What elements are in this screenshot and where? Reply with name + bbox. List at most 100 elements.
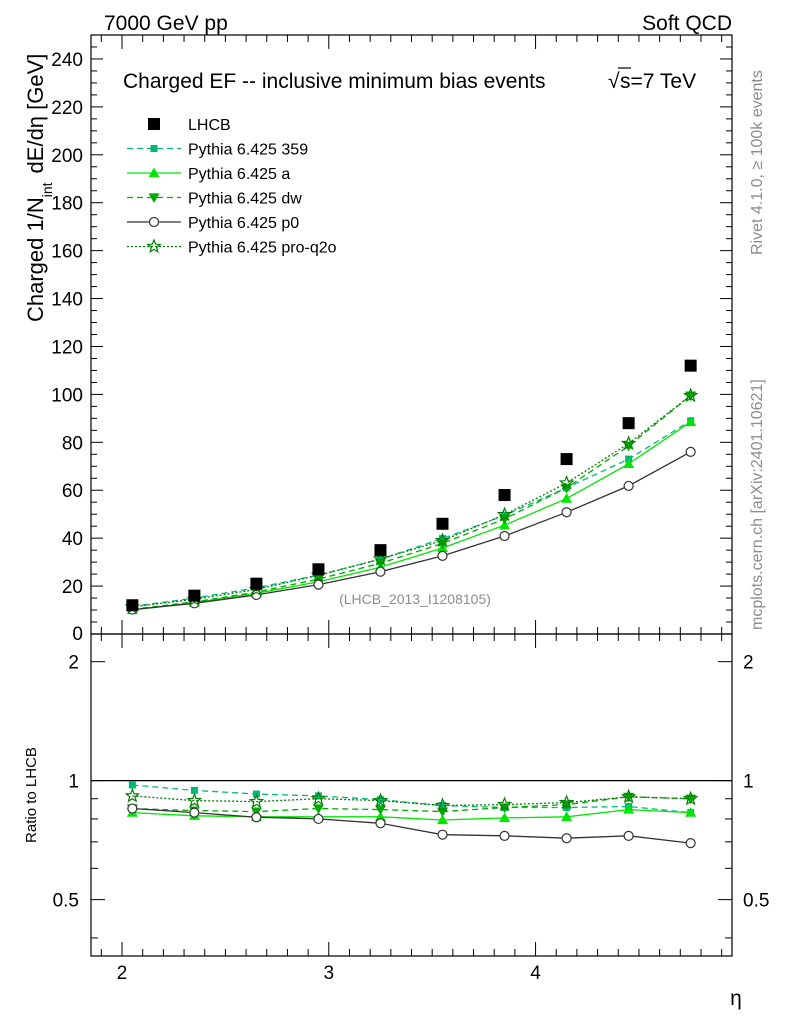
ratio-tick-label-right: 0.5 bbox=[743, 891, 769, 912]
ratio-point-pythia-6-425-pro-q2o bbox=[310, 790, 327, 806]
y-tick-label: 100 bbox=[51, 385, 83, 406]
ratio-point-pythia-6-425-pro-q2o bbox=[248, 793, 265, 809]
ratio-point-pythia-6-425-p0 bbox=[623, 830, 634, 841]
y-tick-label: 160 bbox=[51, 242, 83, 263]
x-tick-label: 3 bbox=[324, 963, 335, 984]
ratio-point-pythia-6-425-p0 bbox=[499, 830, 510, 841]
data-point-lhcb bbox=[560, 453, 573, 466]
chart-title: Charged EF -- inclusive minimum bias eve… bbox=[123, 70, 545, 93]
y-tick-label: 60 bbox=[62, 481, 83, 502]
ratio-point-pythia-6-425-a bbox=[561, 811, 573, 821]
data-point-pythia-6-425-a bbox=[499, 519, 511, 530]
data-point-pythia-6-425-a bbox=[561, 493, 573, 503]
legend-label-lhcb: LHCB bbox=[188, 117, 231, 134]
data-point-pythia-6-425-pro-q2o bbox=[496, 506, 513, 522]
ratio-point-pythia-6-425-p0 bbox=[437, 829, 448, 840]
ratio-point-pythia-6-425-p0 bbox=[251, 812, 262, 823]
data-point-lhcb bbox=[188, 589, 201, 602]
data-point-lhcb bbox=[436, 517, 449, 530]
mcplots-label: mcplots.cern.ch [arXiv:2401.10621] bbox=[749, 379, 766, 630]
y-tick-label: 200 bbox=[51, 146, 83, 167]
ratio-point-pythia-6-425-359 bbox=[190, 786, 198, 794]
y-tick-label-zero: 0 bbox=[72, 624, 83, 645]
ratio-line-pythia-6-425-359 bbox=[132, 784, 691, 814]
y-tick-label: 80 bbox=[62, 433, 83, 454]
ratio-point-pythia-6-425-pro-q2o bbox=[620, 788, 637, 804]
ratio-point-pythia-6-425-a bbox=[374, 811, 386, 821]
y-tick-label: 180 bbox=[51, 194, 83, 215]
rivet-version-label: Rivet 4.1.0, ≥ 100k events bbox=[749, 70, 766, 255]
y-tick-label: 20 bbox=[62, 577, 83, 598]
ratio-point-pythia-6-425-pro-q2o bbox=[496, 796, 513, 812]
legend-label-pythia-6-425-359: Pythia 6.425 359 bbox=[188, 142, 308, 159]
main-series-layer bbox=[124, 359, 699, 615]
energy-label: √ s=7 TeV bbox=[608, 67, 696, 93]
data-point-lhcb bbox=[684, 359, 697, 372]
ratio-point-pythia-6-425-pro-q2o bbox=[124, 787, 141, 803]
data-point-pythia-6-425-p0 bbox=[685, 446, 696, 458]
y-tick-label: 120 bbox=[51, 337, 83, 358]
x-tick-label: 2 bbox=[117, 963, 128, 984]
legend-marker-pythia-6-425-dw bbox=[148, 193, 160, 203]
data-point-pythia-6-425-pro-q2o bbox=[558, 474, 575, 490]
series-line-pythia-6-425-p0 bbox=[132, 451, 691, 611]
series-line-pythia-6-425-359 bbox=[132, 420, 691, 608]
x-axis-label: η bbox=[730, 987, 742, 1010]
data-point-pythia-6-425-pro-q2o bbox=[682, 387, 699, 403]
y-tick-label: 220 bbox=[51, 98, 83, 119]
ratio-point-pythia-6-425-pro-q2o bbox=[682, 790, 699, 806]
legend-marker-pythia-6-425-359 bbox=[150, 145, 158, 152]
ratio-point-pythia-6-425-p0 bbox=[375, 818, 386, 829]
ratio-point-pythia-6-425-359 bbox=[376, 796, 384, 804]
ratio-point-pythia-6-425-dw bbox=[312, 804, 324, 815]
data-point-pythia-6-425-p0 bbox=[313, 579, 324, 590]
sqrt-symbol: √ bbox=[608, 70, 620, 93]
legend-label-pythia-6-425-p0: Pythia 6.425 p0 bbox=[188, 215, 299, 232]
ratio-tick-label-right: 2 bbox=[743, 653, 754, 674]
ratio-series-layer bbox=[124, 781, 699, 849]
main-axis-ticks: 20 40 60 80 100 120 140 160 180 200 220 240 0 bbox=[51, 34, 732, 645]
ratio-point-pythia-6-425-dw bbox=[374, 805, 386, 816]
ratio-line-pythia-6-425-dw bbox=[132, 796, 691, 813]
ratio-point-pythia-6-425-pro-q2o bbox=[434, 797, 451, 813]
legend-marker-pythia-6-425-a bbox=[148, 167, 160, 178]
ratio-line-pythia-6-425-pro-q2o bbox=[132, 795, 691, 807]
ratio-tick-label-right: 1 bbox=[743, 772, 754, 793]
data-point-pythia-6-425-p0 bbox=[499, 530, 510, 542]
ratio-point-pythia-6-425-p0 bbox=[127, 803, 138, 814]
legend: LHCB Pythia 6.425 359 Pythia 6.425 a Pythia… bbox=[127, 117, 337, 257]
legend-label-pythia-6-425-a: Pythia 6.425 a bbox=[188, 166, 290, 183]
data-point-pythia-6-425-pro-q2o bbox=[620, 435, 637, 451]
legend-marker-pythia-6-425-pro-q2o bbox=[146, 238, 162, 254]
data-point-pythia-6-425-p0 bbox=[623, 480, 634, 492]
y-axis-label-main: Charged 1/NintdE/dη [GeV] bbox=[23, 54, 55, 322]
ratio-point-pythia-6-425-359 bbox=[314, 792, 322, 800]
data-point-pythia-6-425-p0 bbox=[375, 566, 386, 577]
ratio-point-pythia-6-425-a bbox=[685, 807, 697, 817]
series-line-pythia-6-425-a bbox=[132, 421, 691, 611]
data-point-pythia-6-425-a bbox=[623, 458, 635, 469]
ratio-point-pythia-6-425-359 bbox=[128, 781, 136, 789]
legend-label-pythia-6-425-dw: Pythia 6.425 dw bbox=[188, 191, 302, 208]
data-point-pythia-6-425-pro-q2o bbox=[434, 532, 451, 548]
ratio-point-pythia-6-425-pro-q2o bbox=[558, 794, 575, 810]
data-point-lhcb bbox=[250, 577, 263, 590]
data-point-lhcb bbox=[126, 599, 139, 612]
ratio-tick-label-left: 2 bbox=[68, 653, 79, 674]
data-point-lhcb bbox=[622, 417, 635, 430]
y-tick-label: 240 bbox=[51, 50, 83, 71]
ratio-point-pythia-6-425-a bbox=[499, 812, 511, 823]
header-collision: 7000 GeV pp bbox=[104, 12, 228, 35]
ratio-point-pythia-6-425-a bbox=[623, 804, 635, 814]
y-tick-label: 40 bbox=[62, 529, 83, 550]
ratio-point-pythia-6-425-pro-q2o bbox=[186, 792, 203, 808]
ratio-line-pythia-6-425-p0 bbox=[132, 807, 691, 844]
ratio-axis-label: Ratio to LHCB bbox=[23, 747, 40, 843]
x-tick-label: 4 bbox=[530, 963, 541, 984]
data-point-pythia-6-425-p0 bbox=[437, 550, 448, 561]
data-point-pythia-6-425-p0 bbox=[561, 507, 572, 518]
analysis-watermark: (LHCB_2013_I1208105) bbox=[339, 591, 491, 607]
ratio-axis-ticks: 2 3 4 0.5 0.5 1 1 2 2 bbox=[53, 634, 769, 984]
